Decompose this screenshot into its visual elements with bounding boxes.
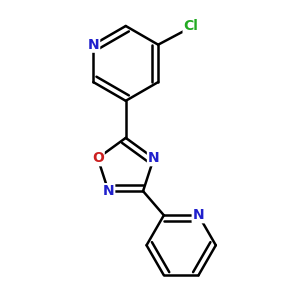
Text: N: N [103, 184, 114, 198]
Text: N: N [88, 38, 99, 52]
Text: Cl: Cl [184, 19, 199, 33]
Text: N: N [148, 151, 160, 165]
Text: N: N [193, 208, 204, 222]
Text: O: O [92, 151, 104, 165]
